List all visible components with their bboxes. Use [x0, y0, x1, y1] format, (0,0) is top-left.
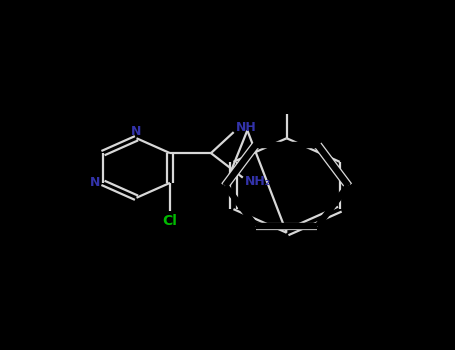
Text: N: N [131, 125, 142, 139]
Text: NH₂: NH₂ [245, 175, 271, 188]
Text: Cl: Cl [162, 214, 177, 229]
Text: NH: NH [236, 121, 257, 134]
Text: N: N [90, 176, 100, 189]
